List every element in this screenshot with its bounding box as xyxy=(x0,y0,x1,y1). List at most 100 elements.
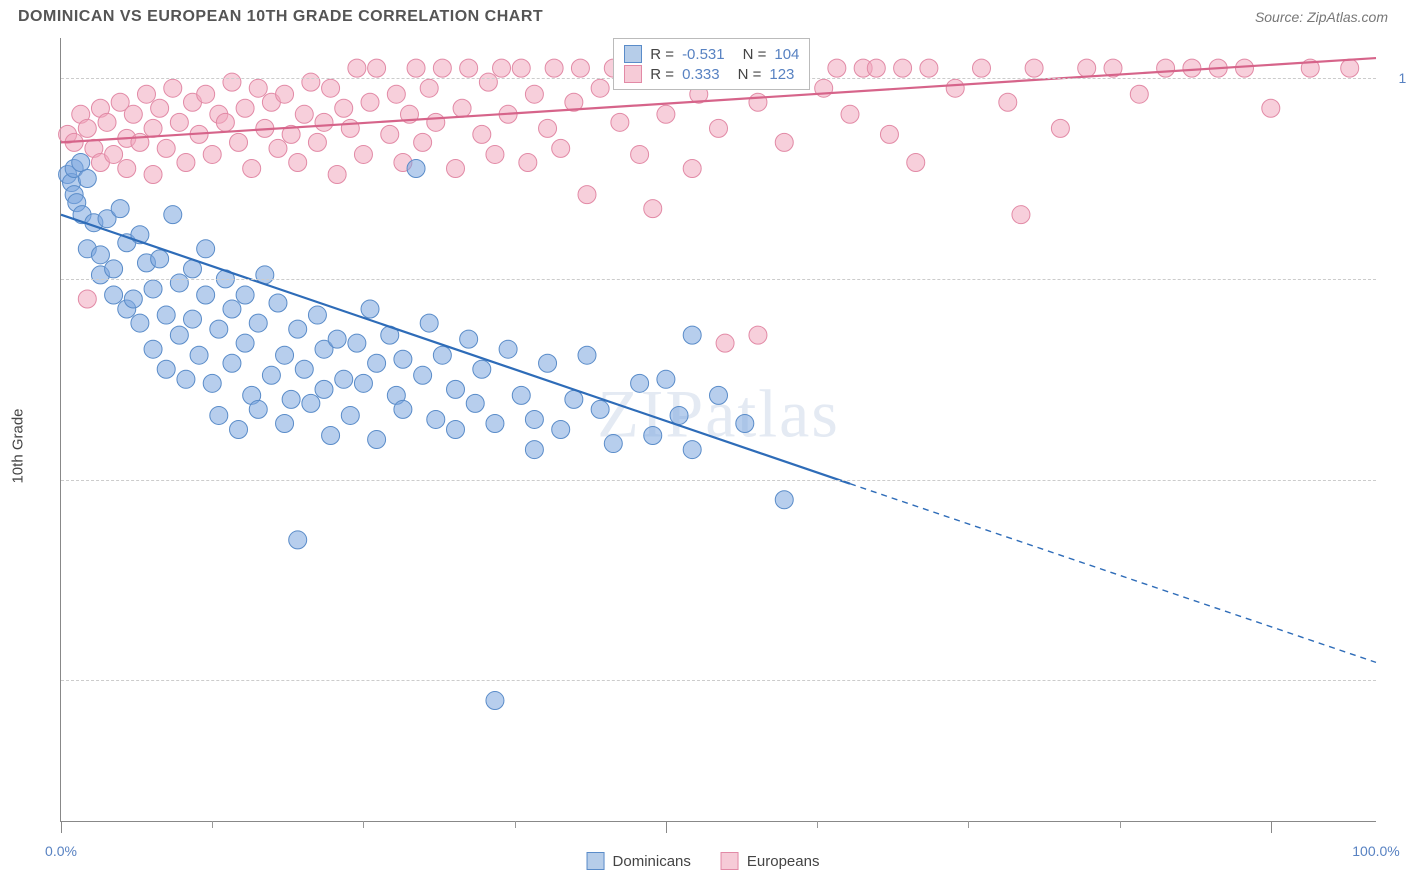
y-tick-label: 100.0% xyxy=(1386,70,1406,86)
x-tick-major xyxy=(666,821,667,833)
europeans-point xyxy=(749,93,767,111)
dominicans-point xyxy=(289,531,307,549)
dominicans-point xyxy=(91,246,109,264)
europeans-point xyxy=(552,139,570,157)
dominicans-point xyxy=(144,280,162,298)
gridline xyxy=(61,480,1376,481)
stats-legend-box: R =-0.531N =104R =0.333N =123 xyxy=(613,38,810,90)
europeans-label: Europeans xyxy=(747,853,820,870)
europeans-point xyxy=(381,125,399,143)
dominicans-point xyxy=(124,290,142,308)
dominicans-point xyxy=(249,314,267,332)
dominicans-point xyxy=(427,410,445,428)
dominicans-point xyxy=(105,286,123,304)
n-value: 104 xyxy=(774,46,799,63)
dominicans-point xyxy=(683,441,701,459)
r-value: 0.333 xyxy=(682,66,720,83)
europeans-point xyxy=(749,326,767,344)
dominicans-point xyxy=(525,410,543,428)
dominicans-point xyxy=(433,346,451,364)
x-tick-major xyxy=(1271,821,1272,833)
europeans-point xyxy=(295,105,313,123)
dominicans-point xyxy=(414,366,432,384)
dominicans-point xyxy=(72,153,90,171)
europeans-point xyxy=(867,59,885,77)
europeans-point xyxy=(512,59,530,77)
gridline xyxy=(61,680,1376,681)
dominicans-point xyxy=(466,394,484,412)
europeans-point xyxy=(473,125,491,143)
dominicans-point xyxy=(223,300,241,318)
europeans-point xyxy=(1051,119,1069,137)
dominicans-point xyxy=(670,406,688,424)
x-tick-minor xyxy=(1120,821,1121,828)
europeans-point xyxy=(631,145,649,163)
dominicans-point xyxy=(604,435,622,453)
europeans-point xyxy=(946,79,964,97)
europeans-point xyxy=(177,153,195,171)
europeans-point xyxy=(1078,59,1096,77)
x-tick-label: 100.0% xyxy=(1352,843,1399,859)
dominicans-point xyxy=(249,400,267,418)
europeans-point xyxy=(322,79,340,97)
dominicans-point xyxy=(236,334,254,352)
dominicans-point xyxy=(157,306,175,324)
europeans-point xyxy=(1025,59,1043,77)
y-axis-label: 10th Grade xyxy=(10,408,27,483)
europeans-point xyxy=(1157,59,1175,77)
dominicans-point xyxy=(177,370,195,388)
source-label: Source: ZipAtlas.com xyxy=(1255,9,1388,25)
europeans-point xyxy=(387,85,405,103)
dominicans-point xyxy=(552,421,570,439)
europeans-point xyxy=(361,93,379,111)
europeans-point xyxy=(525,85,543,103)
dominicans-point xyxy=(631,374,649,392)
legend-bottom: Dominicans Europeans xyxy=(587,852,820,870)
x-tick-minor xyxy=(363,821,364,828)
europeans-point xyxy=(775,133,793,151)
europeans-point xyxy=(170,113,188,131)
dominicans-point xyxy=(236,286,254,304)
europeans-point xyxy=(354,145,372,163)
europeans-point xyxy=(571,59,589,77)
europeans-point xyxy=(479,73,497,91)
dominicans-point xyxy=(210,406,228,424)
dominicans-point xyxy=(539,354,557,372)
europeans-point xyxy=(1341,59,1359,77)
europeans-point xyxy=(144,166,162,184)
dominicans-point xyxy=(525,441,543,459)
europeans-point xyxy=(683,160,701,178)
europeans-point xyxy=(151,99,169,117)
europeans-point xyxy=(407,59,425,77)
dominicans-point xyxy=(262,366,280,384)
dominicans-point xyxy=(460,330,478,348)
x-tick-minor xyxy=(968,821,969,828)
x-tick-minor xyxy=(817,821,818,828)
europeans-point xyxy=(236,99,254,117)
dominicans-point xyxy=(736,414,754,432)
europeans-point xyxy=(249,79,267,97)
europeans-point xyxy=(414,133,432,151)
europeans-point xyxy=(591,79,609,97)
dominicans-point xyxy=(486,692,504,710)
europeans-point xyxy=(243,160,261,178)
dominicans-point xyxy=(473,360,491,378)
europeans-point xyxy=(453,99,471,117)
europeans-point xyxy=(276,85,294,103)
dominicans-point xyxy=(170,326,188,344)
dominicans-point xyxy=(282,390,300,408)
chart-title: DOMINICAN VS EUROPEAN 10TH GRADE CORRELA… xyxy=(18,8,543,26)
dominicans-point xyxy=(131,314,149,332)
dominicans-point xyxy=(197,286,215,304)
europeans-point xyxy=(716,334,734,352)
dominicans-point xyxy=(203,374,221,392)
europeans-point xyxy=(315,113,333,131)
r-label: R = xyxy=(650,66,674,83)
gridline xyxy=(61,279,1376,280)
europeans-point xyxy=(328,166,346,184)
dominicans-point xyxy=(447,380,465,398)
dominicans-point xyxy=(308,306,326,324)
dominicans-point xyxy=(644,427,662,445)
dominicans-point xyxy=(394,350,412,368)
dominicans-point xyxy=(197,240,215,258)
